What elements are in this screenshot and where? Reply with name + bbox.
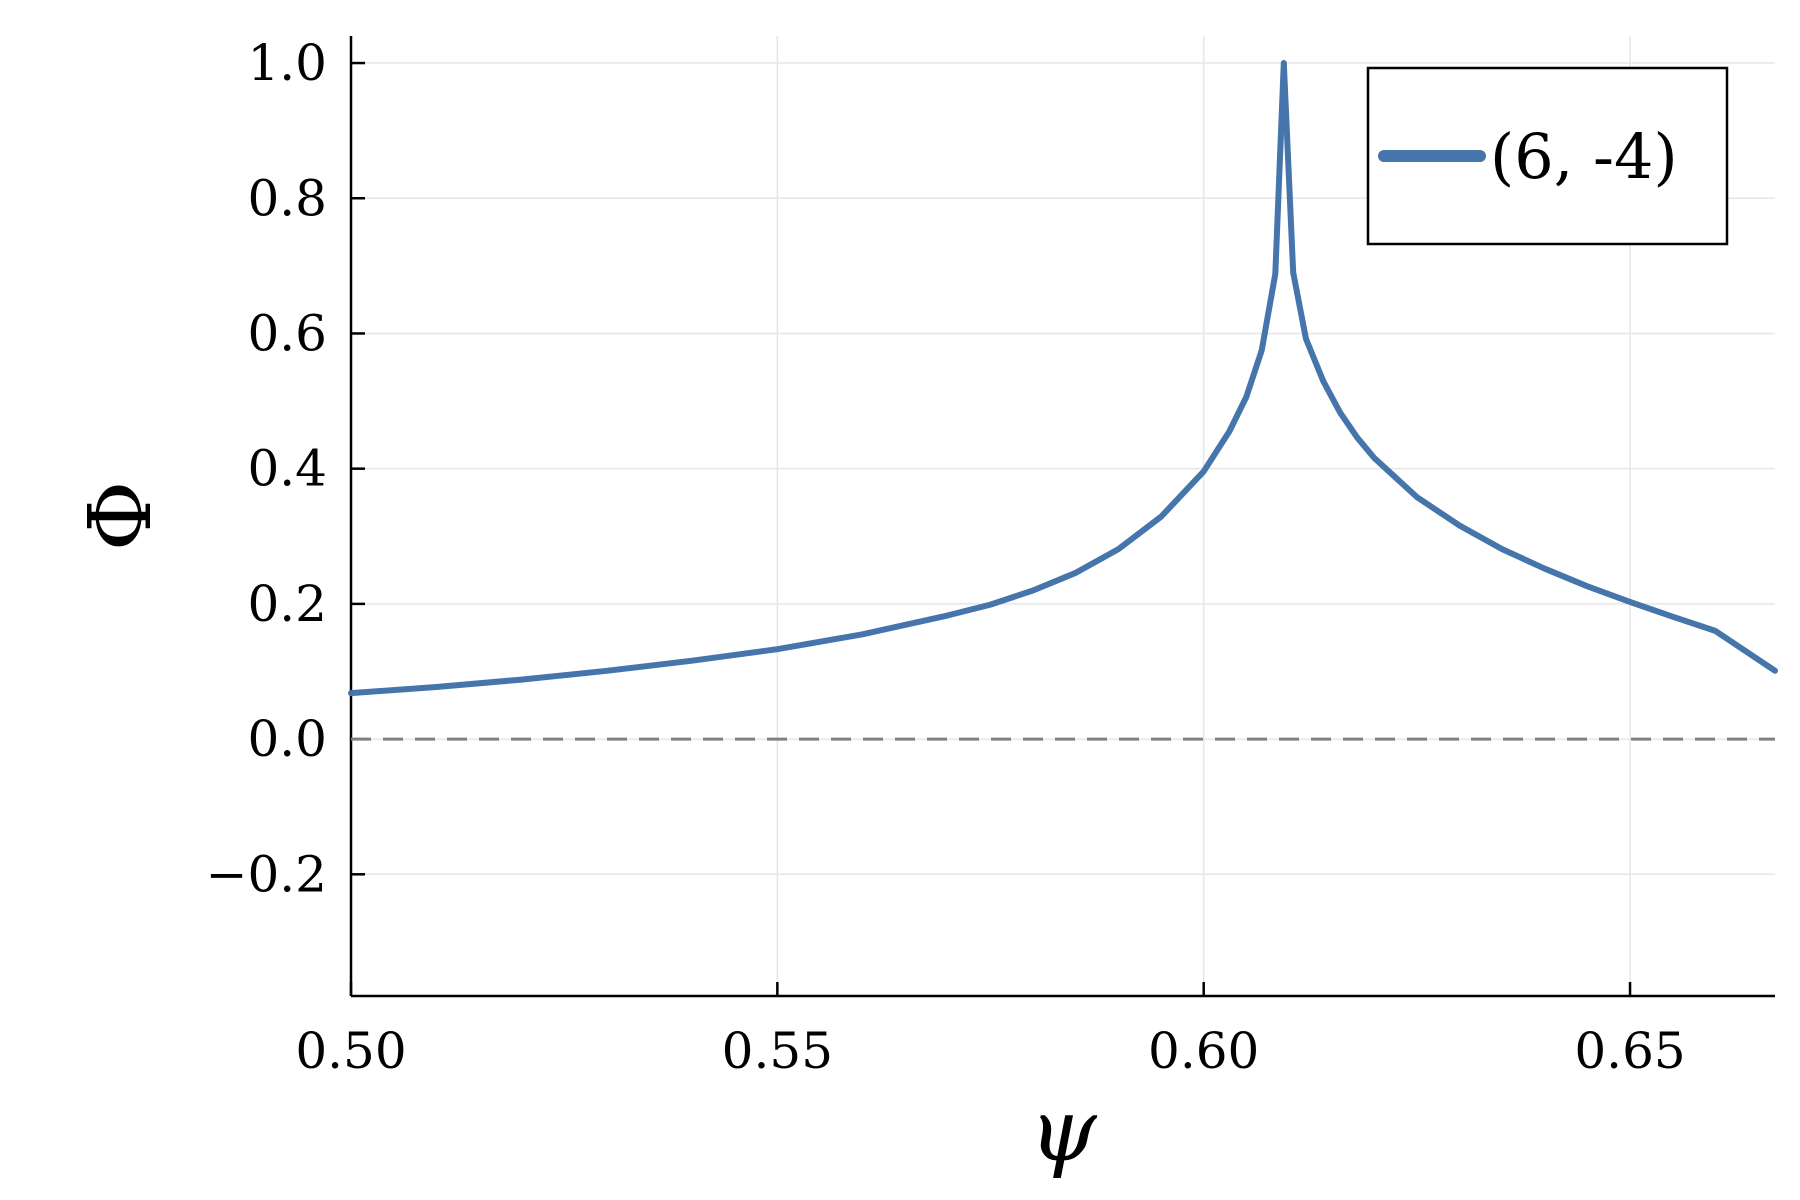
series-line: [348, 60, 1778, 697]
y-axis-title: Φ: [71, 481, 171, 552]
series: [348, 60, 1778, 697]
y-tick-label: 1.0: [247, 34, 327, 92]
legend: (6, -4): [1366, 66, 1729, 246]
x-tick-label: 0.65: [1574, 1022, 1685, 1080]
y-tick-label: 0.6: [247, 304, 327, 362]
x-tick-label: 0.60: [1148, 1022, 1259, 1080]
x-axis-title: ψ: [1029, 1081, 1098, 1181]
x-tick-label: 0.55: [722, 1022, 833, 1080]
y-tick-label: 0.8: [247, 169, 327, 227]
y-tick-label: 0.0: [247, 710, 327, 768]
y-tick-label: 0.4: [247, 440, 327, 498]
axes: [349, 36, 1775, 998]
legend-label: (6, -4): [1490, 120, 1678, 193]
x-tick-label: 0.50: [295, 1022, 406, 1080]
y-tick-label: 0.2: [247, 575, 327, 633]
ticks: 0.50 0.55 0.60 0.65 −0.2 0.0 0.2 0.4 0.6 0.8 1.0: [206, 34, 1686, 1080]
y-tick-label: −0.2: [206, 845, 327, 903]
